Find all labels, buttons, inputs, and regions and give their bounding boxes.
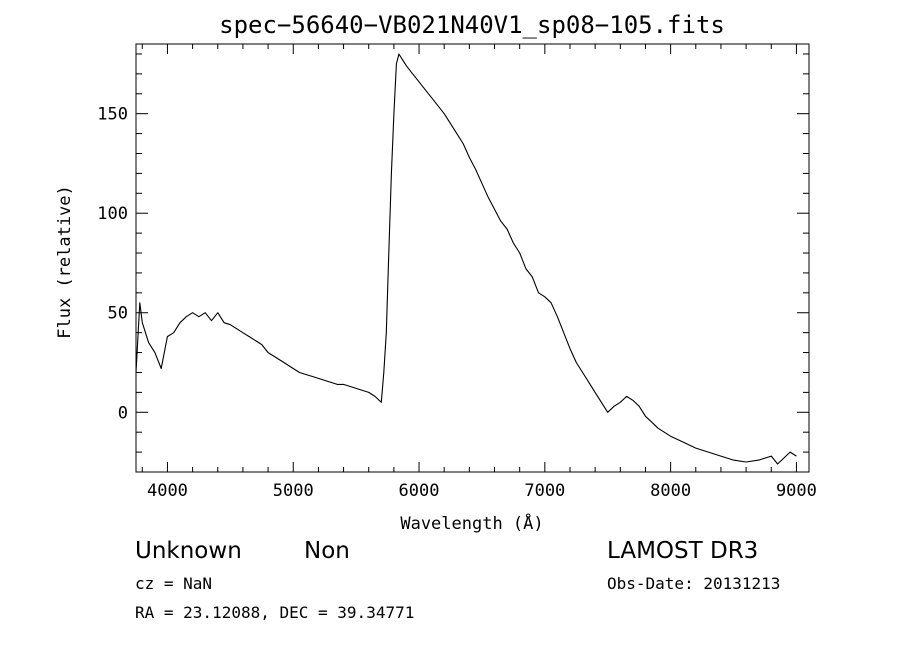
x-tick-label: 8000 (650, 481, 691, 501)
observation-date: Obs-Date: 20131213 (607, 574, 781, 593)
survey-name: LAMOST DR3 (607, 538, 759, 564)
x-tick-label: 4000 (147, 481, 188, 501)
y-axis-label: Flux (relative) (55, 185, 75, 339)
x-axis-ticks: 4000 5000 6000 7000 8000 9000 (141, 44, 817, 501)
y-axis-ticks: 0 50 100 150 (97, 53, 809, 453)
plot-frame (135, 43, 810, 473)
x-tick-label: 9000 (776, 481, 817, 501)
x-tick-label: 7000 (524, 481, 565, 501)
chart-title: spec−56640−VB021N40V1_sp08−105.fits (219, 11, 725, 39)
x-tick-label: 5000 (273, 481, 314, 501)
y-tick-label: 0 (118, 403, 128, 423)
y-tick-label: 50 (108, 304, 128, 324)
y-tick-label: 100 (97, 204, 128, 224)
object-subclass: Non (304, 538, 350, 564)
x-axis-label: Wavelength (Å) (400, 512, 543, 534)
spectrum-line (135, 53, 797, 465)
x-tick-label: 6000 (399, 481, 440, 501)
y-tick-label: 150 (97, 105, 128, 125)
coordinates-readout: RA = 23.12088, DEC = 39.34771 (135, 603, 415, 622)
object-class: Unknown (135, 538, 242, 564)
redshift-readout: cz = NaN (135, 574, 213, 593)
